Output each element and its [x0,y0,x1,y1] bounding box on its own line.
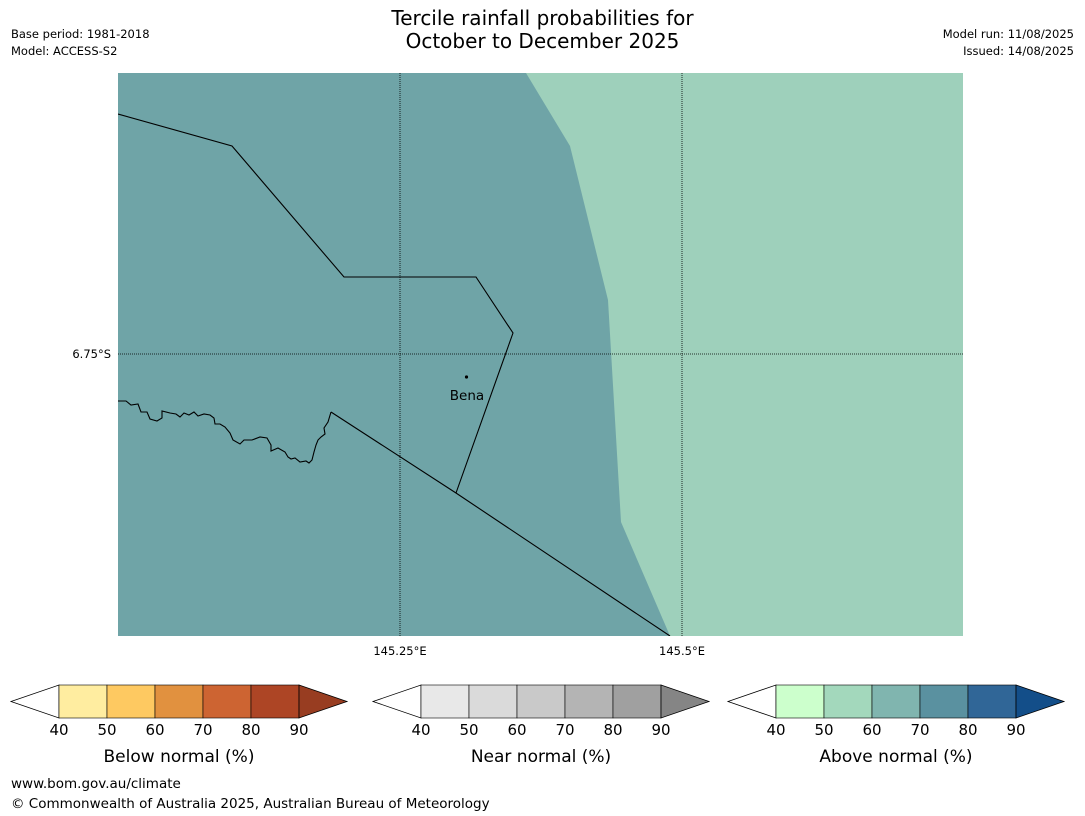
near-normal-colorbar-segment [564,684,614,719]
below-normal-colorbar-tick-label: 80 [241,721,260,739]
base-period-text: Base period: 1981-2018 [11,27,150,41]
above-normal-colorbar-label: Above normal (%) [819,747,972,767]
above-normal-colorbar-max-extension [1015,684,1066,719]
header-meta-right: Model run: 11/08/2025 Issued: 14/08/2025 [943,26,1074,60]
above-normal-colorbar-tick-label: 60 [862,721,881,739]
below-normal-colorbar-segment [58,684,108,719]
below-normal-colorbar-segment [202,684,252,719]
map-title-line1: Tercile rainfall probabilities for [391,6,694,30]
header-meta-left: Base period: 1981-2018 Model: ACCESS-S2 [11,26,150,60]
above-normal-colorbar-segment [775,684,825,719]
footer-copyright: © Commonwealth of Australia 2025, Austra… [11,796,490,812]
near-normal-colorbar: 40 50 60 70 80 90 Near normal (%) [371,684,711,767]
near-normal-colorbar-segment [516,684,566,719]
model-run-text: Model run: 11/08/2025 [942,27,1074,41]
bena-label: Bena [450,388,484,404]
below-normal-colorbar-segment [250,684,300,719]
above-normal-colorbar-segment [967,684,1017,719]
above-normal-colorbar-tick-label: 50 [814,721,833,739]
below-normal-colorbar-segment [106,684,156,719]
above-normal-colorbar-tick-label: 70 [910,721,929,739]
below-normal-colorbar-tick-label: 60 [145,721,164,739]
above-normal-colorbar-tick-label: 40 [766,721,785,739]
river-coastline [118,400,332,464]
near-normal-colorbar-tick-label: 70 [555,721,574,739]
province-boundary-north [118,113,514,494]
probability-region-higher [526,73,963,636]
footer-url: www.bom.gov.au/climate [11,776,181,792]
near-normal-colorbar-tick-label: 90 [651,721,670,739]
near-normal-colorbar-segment [420,684,470,719]
near-normal-colorbar-max-extension [660,684,711,719]
below-normal-colorbar-tick-label: 50 [97,721,116,739]
above-normal-colorbar-segment [871,684,921,719]
below-normal-colorbar-tick-label: 90 [289,721,308,739]
bena-marker [464,375,469,379]
above-normal-colorbar-min-extension [726,684,777,719]
footer: www.bom.gov.au/climate © Commonwealth of… [11,774,490,814]
province-boundary-south [330,411,671,636]
above-normal-colorbar-segment [823,684,873,719]
above-normal-colorbar-segment [919,684,969,719]
latitude-label-6-75: 6.75°S [72,347,111,361]
near-normal-colorbar-tick-label: 50 [459,721,478,739]
near-normal-colorbar-tick-label: 40 [411,721,430,739]
near-normal-colorbar-segment [468,684,518,719]
near-normal-colorbar-segment [612,684,662,719]
issued-text: Issued: 14/08/2025 [963,44,1074,58]
below-normal-colorbar-max-extension [298,684,349,719]
below-normal-colorbar-tick-label: 70 [193,721,212,739]
model-text: Model: ACCESS-S2 [11,44,118,58]
map-plot-area: Bena [118,73,963,636]
near-normal-colorbar-min-extension [371,684,422,719]
colorbar-legends: 40 50 60 70 80 90 Below normal (%) 40 50 60 70 80 90… [9,684,1066,767]
map-title: Tercile rainfall probabilities for Octob… [0,7,1085,53]
below-normal-colorbar-min-extension [9,684,60,719]
near-normal-colorbar-label: Near normal (%) [471,747,611,767]
near-normal-colorbar-tick-label: 60 [507,721,526,739]
longitude-label-145-25: 145.25°E [373,644,426,658]
below-normal-colorbar: 40 50 60 70 80 90 Below normal (%) [9,684,349,767]
below-normal-colorbar-label: Below normal (%) [104,747,255,767]
near-normal-colorbar-tick-label: 80 [603,721,622,739]
above-normal-colorbar-tick-label: 80 [958,721,977,739]
map-title-line2: October to December 2025 [405,29,680,53]
above-normal-colorbar: 40 50 60 70 80 90 Above normal (%) [726,684,1066,767]
above-normal-colorbar-tick-label: 90 [1006,721,1025,739]
below-normal-colorbar-segment [154,684,204,719]
longitude-label-145-5: 145.5°E [659,644,705,658]
below-normal-colorbar-tick-label: 40 [49,721,68,739]
